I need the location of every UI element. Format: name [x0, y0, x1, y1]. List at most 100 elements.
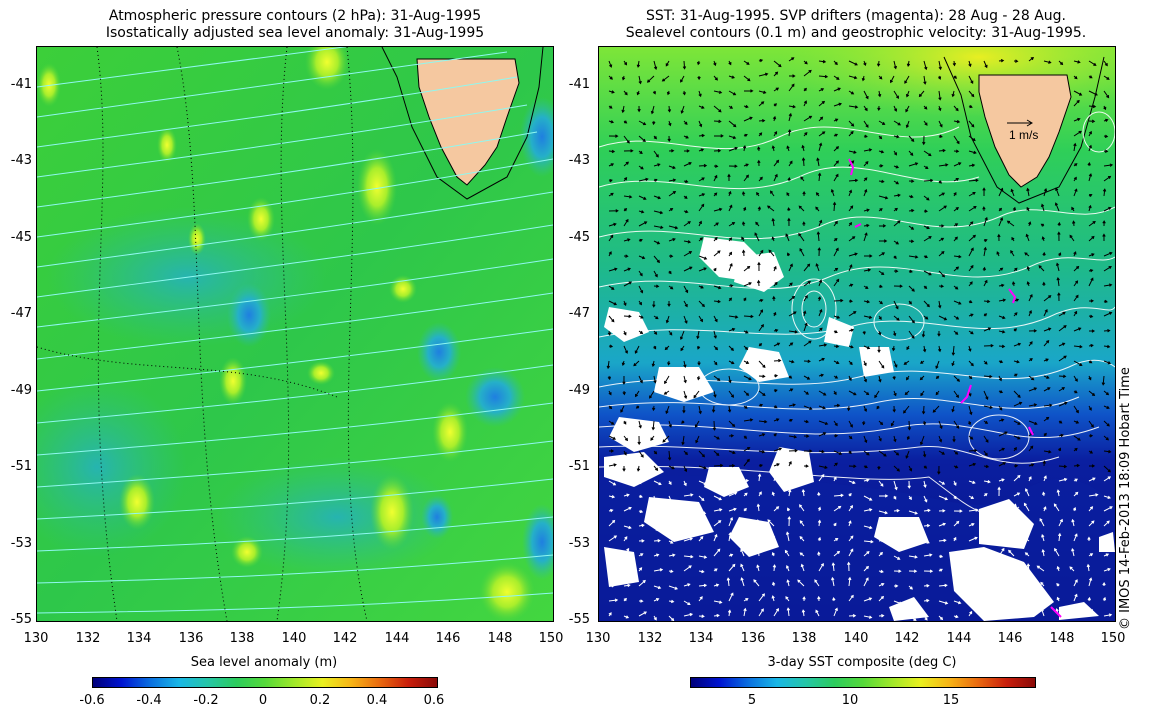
velocity-arrow [1088, 130, 1092, 137]
velocity-arrow [878, 569, 884, 574]
velocity-arrow [1088, 204, 1092, 212]
velocity-arrow [668, 237, 676, 242]
velocity-arrow [1103, 118, 1109, 122]
velocity-arrow [1013, 503, 1017, 512]
velocity-arrow [713, 222, 719, 227]
velocity-arrow [653, 210, 664, 215]
velocity-arrow [1103, 495, 1111, 500]
velocity-arrow [998, 518, 1003, 527]
velocity-arrow [833, 505, 842, 512]
velocity-arrow [938, 315, 948, 321]
velocity-arrow [953, 105, 959, 112]
velocity-arrow [833, 237, 838, 242]
velocity-arrow [953, 149, 960, 153]
velocity-arrow [638, 238, 643, 243]
velocity-arrow [938, 90, 942, 101]
velocity-arrow [803, 322, 808, 332]
velocity-arrow [938, 538, 947, 543]
velocity-arrow [951, 360, 955, 367]
velocity-arrow [905, 90, 910, 98]
velocity-arrow [817, 595, 821, 602]
velocity-arrow [968, 178, 979, 183]
velocity-arrow [938, 224, 945, 228]
velocity-arrow [653, 270, 658, 278]
velocity-arrow [1073, 280, 1079, 287]
velocity-arrow [863, 120, 869, 128]
velocity-arrow [998, 390, 1004, 394]
velocity-arrow [1056, 489, 1060, 497]
velocity-arrow [635, 390, 640, 398]
velocity-arrow [638, 450, 644, 458]
velocity-arrow [908, 179, 915, 183]
velocity-arrow [767, 519, 775, 527]
velocity-arrow [680, 75, 685, 83]
velocity-arrow [652, 90, 657, 95]
velocity-arrow [818, 131, 826, 137]
colorbar-tick-label: 0.2 [309, 693, 331, 708]
velocity-arrow [1088, 477, 1096, 482]
velocity-arrow [668, 585, 679, 590]
velocity-arrow [668, 420, 672, 428]
velocity-arrow [668, 270, 672, 275]
velocity-arrow [785, 565, 790, 572]
velocity-arrow [878, 252, 886, 257]
velocity-arrow [728, 420, 736, 428]
sla-colorbar-title: Sea level anomaly (m) [190, 655, 338, 670]
velocity-arrow [923, 270, 932, 276]
velocity-arrow [1103, 206, 1112, 212]
velocity-arrow [651, 420, 655, 431]
velocity-arrow [953, 223, 959, 227]
velocity-arrow [1028, 358, 1033, 362]
velocity-arrow [740, 548, 745, 557]
velocity-arrow [908, 285, 915, 292]
velocity-arrow [1058, 355, 1067, 362]
velocity-arrow [1073, 579, 1078, 587]
velocity-arrow [667, 300, 671, 307]
velocity-arrow [1026, 187, 1030, 197]
velocity-arrow [758, 323, 764, 332]
velocity-arrow [771, 491, 775, 497]
velocity-arrow [998, 375, 1002, 382]
velocity-arrow [863, 161, 869, 167]
velocity-arrow [833, 298, 844, 303]
x-tick-label: 150 [538, 631, 564, 646]
velocity-arrow [848, 252, 858, 257]
velocity-arrow [623, 120, 628, 124]
velocity-arrow [788, 282, 793, 287]
velocity-arrow [1058, 311, 1066, 317]
drifter-track [848, 158, 855, 176]
velocity-arrow [743, 607, 747, 617]
velocity-arrow [818, 343, 828, 347]
sea-level-anomaly-map[interactable] [36, 46, 554, 622]
velocity-arrow [817, 247, 821, 257]
velocity-arrow [756, 191, 760, 197]
sla-low-eddy [421, 495, 453, 539]
velocity-arrow [908, 495, 912, 500]
velocity-arrow [788, 112, 792, 122]
velocity-arrow [906, 375, 910, 381]
velocity-arrow [938, 105, 942, 112]
velocity-arrow [758, 390, 766, 397]
velocity-arrow [621, 360, 626, 366]
velocity-arrow [818, 279, 823, 287]
velocity-arrow [652, 300, 656, 308]
velocity-arrow [818, 219, 823, 227]
velocity-arrow [818, 142, 823, 152]
velocity-arrow [683, 360, 687, 368]
velocity-arrow [1028, 375, 1035, 381]
velocity-arrow [623, 208, 628, 212]
velocity-arrow [1088, 405, 1092, 411]
velocity-arrow [667, 105, 672, 113]
velocity-arrow [983, 216, 988, 227]
velocity-arrow [713, 330, 717, 339]
velocity-arrow [998, 462, 1007, 467]
sla-low-eddy [417, 322, 461, 382]
velocity-arrow [788, 57, 795, 62]
velocity-arrow [1103, 567, 1111, 572]
velocity-arrow [818, 88, 825, 92]
velocity-arrow [713, 75, 718, 81]
velocity-arrow [638, 509, 644, 514]
velocity-arrow [848, 328, 855, 332]
sst-map[interactable]: 1 m/s [598, 46, 1116, 622]
velocity-arrow [983, 420, 989, 424]
